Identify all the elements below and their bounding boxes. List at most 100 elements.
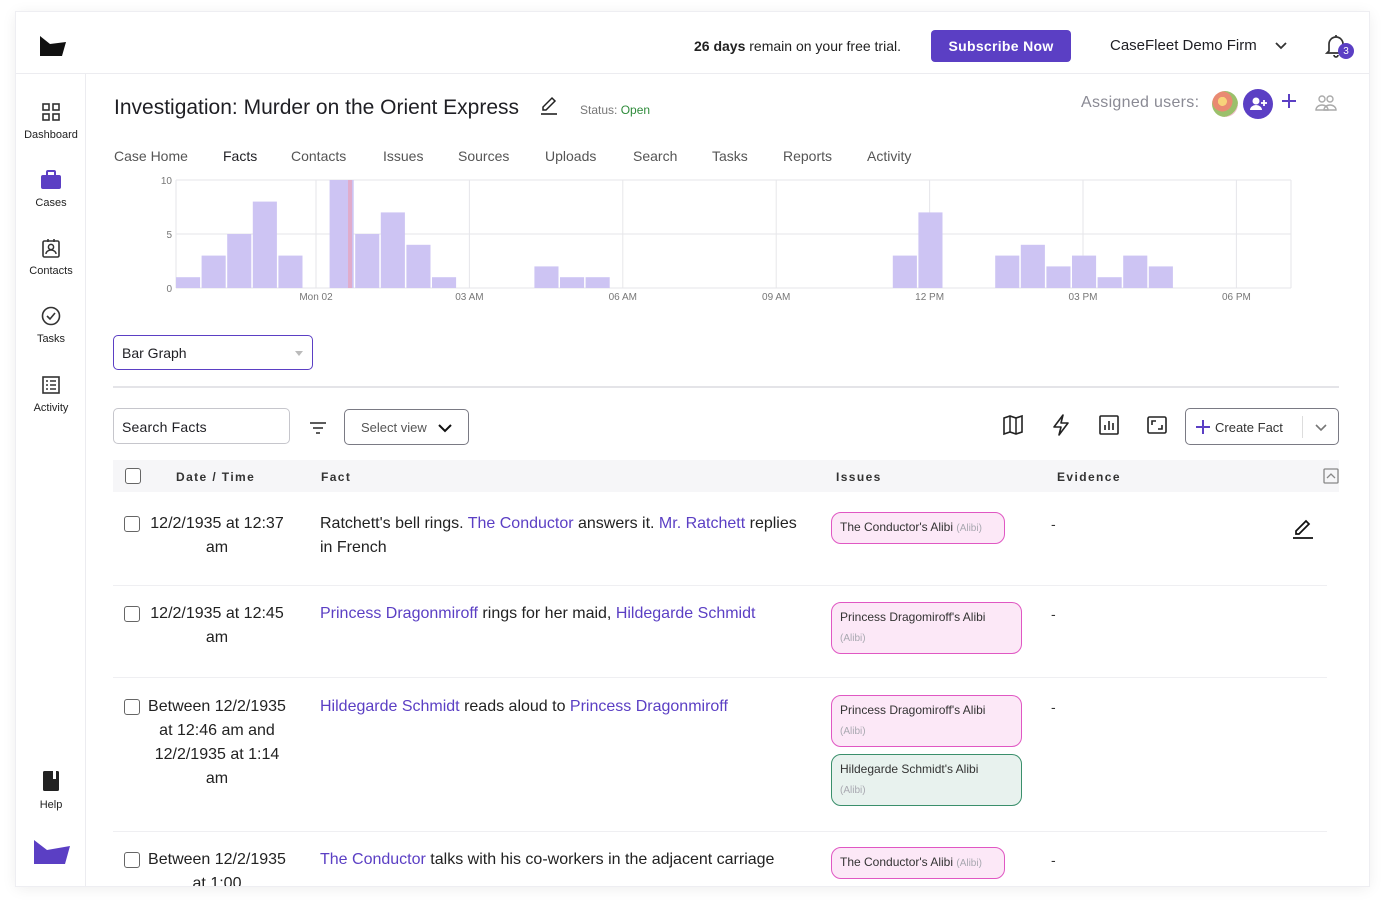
tab-search[interactable]: Search	[633, 148, 678, 164]
issue-badge[interactable]: Princess Dragomiroff's Alibi (Alibi)	[831, 602, 1022, 654]
sidebar-item-tasks[interactable]: Tasks	[16, 306, 86, 345]
book-icon	[43, 771, 59, 791]
assigned-users-label: Assigned users:	[1081, 94, 1200, 111]
expand-icon[interactable]	[1146, 414, 1168, 436]
y-tick-label: 10	[161, 176, 173, 187]
chart-bar	[1097, 277, 1122, 288]
issue-badge[interactable]: Princess Dragomiroff's Alibi (Alibi)	[831, 695, 1022, 747]
contact-link[interactable]: Hildegarde Schmidt	[320, 698, 460, 715]
table-row[interactable]: Between 12/2/1935 at 1:00 The Conductor …	[113, 832, 1327, 886]
chart-bar	[534, 266, 559, 288]
y-tick-label: 5	[166, 230, 172, 241]
subscribe-button[interactable]: Subscribe Now	[931, 30, 1071, 62]
lightning-icon[interactable]	[1050, 414, 1072, 436]
fact-text: Ratchett's bell rings. The Conductor ans…	[320, 512, 800, 560]
contact-link[interactable]: The Conductor	[467, 515, 574, 532]
chart-bar	[560, 277, 585, 288]
sidebar: Dashboard Cases Contacts Tasks Activity …	[16, 74, 86, 886]
firm-switcher[interactable]: CaseFleet Demo Firm	[1110, 37, 1257, 54]
tab-facts[interactable]: Facts	[223, 148, 258, 164]
chart-bar	[1020, 244, 1045, 288]
sidebar-item-contacts[interactable]: Contacts	[16, 238, 86, 277]
sidebar-item-activity[interactable]: Activity	[16, 375, 86, 414]
issue-type: (Alibi)	[956, 858, 982, 869]
edit-pencil-icon[interactable]	[1292, 518, 1314, 540]
contact-link[interactable]: Princess Dragonmiroff	[320, 605, 478, 622]
avatar[interactable]	[1212, 91, 1238, 117]
row-checkbox[interactable]	[124, 606, 140, 622]
sidebar-item-dashboard[interactable]: Dashboard	[16, 102, 86, 141]
chart-view-select[interactable]: Bar Graph	[113, 335, 313, 370]
chart-bar	[995, 255, 1020, 288]
tab-issues[interactable]: Issues	[383, 148, 424, 164]
tab-reports[interactable]: Reports	[783, 148, 833, 164]
casefleet-logo[interactable]	[38, 32, 68, 58]
x-tick-label: Mon 02	[299, 292, 333, 303]
chart-bar	[1148, 266, 1173, 288]
evidence-value: -	[1051, 606, 1056, 622]
sidebar-item-label: Help	[39, 799, 63, 811]
column-header-fact[interactable]: Fact	[321, 470, 352, 484]
app-frame: 26 days remain on your free trial. Subsc…	[16, 12, 1369, 886]
evidence-value: -	[1051, 852, 1056, 868]
table-row[interactable]: 12/2/1935 at 12:37 am Ratchett's bell ri…	[113, 492, 1327, 586]
column-header-issues[interactable]: Issues	[836, 470, 882, 484]
table-row[interactable]: Between 12/2/1935 at 12:46 am and 12/2/1…	[113, 678, 1327, 832]
table-row[interactable]: 12/2/1935 at 12:45 am Princess Dragonmir…	[113, 586, 1327, 678]
plus-icon[interactable]	[1281, 93, 1297, 109]
dashboard-icon	[42, 103, 60, 121]
create-fact-button[interactable]: Create Fact	[1185, 408, 1339, 445]
issue-type: (Alibi)	[840, 785, 866, 796]
contact-link[interactable]: The Conductor	[320, 851, 426, 868]
collapse-columns-icon[interactable]	[1323, 468, 1339, 484]
contact-link[interactable]: Mr. Ratchett	[658, 515, 746, 532]
chart-view-value: Bar Graph	[122, 345, 187, 361]
chevron-down-icon[interactable]	[1274, 39, 1288, 53]
tab-tasks[interactable]: Tasks	[712, 148, 748, 164]
casefleet-brand-icon	[34, 840, 70, 864]
fact-text-part: rings for her maid,	[477, 605, 616, 622]
tab-activity[interactable]: Activity	[867, 148, 912, 164]
edit-pencil-icon[interactable]	[540, 96, 558, 116]
column-header-evidence[interactable]: Evidence	[1057, 470, 1121, 484]
tab-uploads[interactable]: Uploads	[545, 148, 597, 164]
sidebar-item-help[interactable]: Help	[16, 770, 86, 811]
chart-bar	[380, 212, 405, 288]
column-header-date[interactable]: Date / Time	[176, 470, 256, 484]
top-bar: 26 days remain on your free trial. Subsc…	[16, 12, 1369, 74]
sidebar-item-label: Dashboard	[24, 129, 78, 141]
chevron-down-icon[interactable]	[1314, 422, 1328, 434]
select-view-dropdown[interactable]: Select view	[344, 409, 469, 445]
search-facts-input[interactable]: Search Facts	[113, 408, 290, 444]
status-label: Status:	[580, 103, 621, 117]
evidence-value: -	[1051, 516, 1056, 532]
select-all-checkbox[interactable]	[125, 468, 141, 484]
filter-icon[interactable]	[308, 420, 328, 436]
list-icon	[42, 376, 60, 394]
map-icon[interactable]	[1002, 414, 1024, 436]
chart-bar	[585, 277, 610, 288]
tab-contacts[interactable]: Contacts	[291, 148, 347, 164]
evidence-value: -	[1051, 699, 1056, 715]
facts-timeline-chart[interactable]: 10 5 0 Mon 02 03 AM 06 AM 09 AM 12 PM 03 PM 06 PM	[126, 174, 1306, 314]
contact-link[interactable]: Hildegarde Schmidt	[615, 605, 756, 622]
status-value: Open	[620, 103, 651, 117]
contact-link[interactable]: Princess Dragonmiroff	[569, 698, 728, 715]
tab-sources[interactable]: Sources	[458, 148, 510, 164]
trial-days: 26 days	[694, 38, 746, 54]
row-checkbox[interactable]	[124, 852, 140, 868]
sidebar-item-cases[interactable]: Cases	[16, 170, 86, 209]
add-assigned-user-button[interactable]	[1243, 89, 1273, 119]
fact-date: Between 12/2/1935 at 1:00	[148, 851, 286, 886]
row-checkbox[interactable]	[124, 516, 140, 532]
issue-badge[interactable]: The Conductor's Alibi (Alibi)	[831, 847, 1005, 879]
sidebar-item-label: Contacts	[29, 265, 73, 277]
issue-badge[interactable]: The Conductor's Alibi (Alibi)	[831, 512, 1005, 544]
row-checkbox[interactable]	[124, 699, 140, 715]
issue-badge[interactable]: Hildegarde Schmidt's Alibi (Alibi)	[831, 754, 1022, 806]
tab-case-home[interactable]: Case Home	[114, 148, 188, 164]
issue-name: The Conductor's Alibi	[840, 855, 954, 869]
users-group-icon[interactable]	[1314, 93, 1338, 113]
sidebar-item-label: Activity	[33, 402, 69, 414]
bar-chart-icon[interactable]	[1098, 414, 1120, 436]
